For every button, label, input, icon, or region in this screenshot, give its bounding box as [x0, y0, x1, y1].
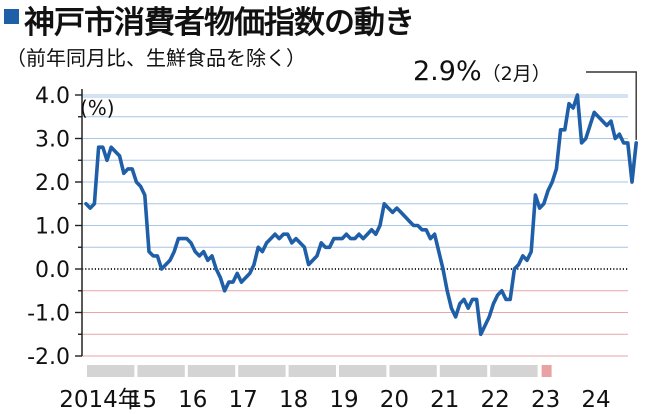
y-tick-label: 2.0	[35, 171, 70, 196]
y-tick-label: 1.0	[35, 215, 70, 240]
current-year-bar	[541, 365, 552, 377]
x-tick-label: 21	[430, 387, 459, 413]
title-marker	[4, 9, 19, 24]
x-tick-label: 15	[128, 387, 157, 413]
y-tick-label: 3.0	[35, 128, 70, 153]
y-tick-label: -1.0	[27, 302, 70, 327]
y-tick-label: 4.0	[35, 84, 70, 109]
year-bar	[238, 365, 286, 377]
year-bar	[87, 365, 135, 377]
x-tick-label: 23	[531, 387, 560, 413]
year-bar	[389, 365, 437, 377]
year-bar	[490, 365, 538, 377]
year-bar	[137, 365, 185, 377]
x-tick-label: 16	[178, 387, 207, 413]
x-tick-label: 22	[481, 387, 510, 413]
year-bar	[439, 365, 488, 377]
year-bar	[288, 365, 336, 377]
x-tick-label: 20	[380, 387, 409, 413]
y-tick-label: -2.0	[27, 345, 70, 370]
cpi-series-line	[84, 93, 639, 337]
y-axis-unit: (%)	[80, 96, 115, 120]
x-tick-label: 18	[279, 387, 308, 413]
x-tick-label: 19	[329, 387, 358, 413]
y-tick-label: 0.0	[35, 258, 70, 283]
chart-subtitle: （前年同月比、生鮮食品を除く）	[6, 46, 306, 70]
x-tick-label: 24	[581, 387, 610, 413]
year-bar	[187, 365, 236, 377]
chart-title: 神戸市消費者物価指数の動き	[24, 5, 415, 41]
latest-value: 2.9%	[413, 56, 482, 87]
x-tick-label: 17	[229, 387, 258, 413]
latest-month: （2月）	[481, 63, 551, 85]
x-tick-label: 2014年	[59, 387, 141, 413]
year-bar	[339, 365, 387, 377]
annotation-leader-line	[586, 71, 637, 140]
latest-value-annotation: 2.9%（2月）	[413, 56, 551, 87]
